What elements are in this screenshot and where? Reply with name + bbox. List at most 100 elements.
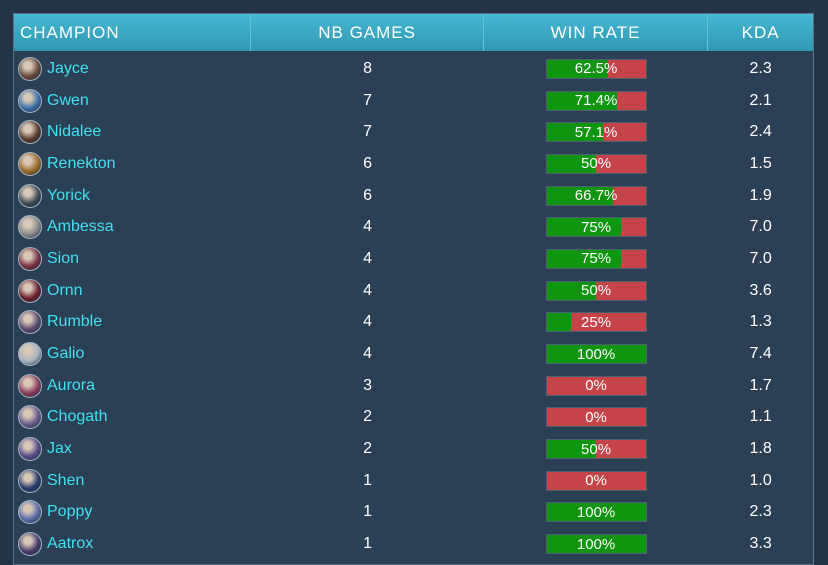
- table-row: Aurora 3 0% 1.7: [14, 370, 813, 402]
- winrate-label: 0%: [585, 377, 607, 395]
- kda-value: 7.4: [749, 345, 772, 363]
- games-count: 1: [363, 471, 373, 489]
- winrate-bar: 25%: [545, 312, 647, 333]
- table-row: Sion 4 75% 7.0: [14, 243, 813, 275]
- winrate-bar: 62.5%: [545, 58, 647, 79]
- kda-column-header[interactable]: KDA: [741, 22, 780, 42]
- winrate-column-header[interactable]: WIN RATE: [484, 14, 709, 51]
- kda-value: 3.3: [749, 535, 772, 553]
- winrate-fill: [546, 249, 621, 268]
- champion-name[interactable]: Yorick: [47, 186, 90, 204]
- winrate-bar: 0%: [545, 375, 647, 396]
- winrate-fill: [546, 123, 604, 142]
- champion-name[interactable]: Ornn: [47, 281, 83, 299]
- games-count: 4: [363, 249, 373, 267]
- winrate-fill: [546, 218, 621, 237]
- table-row: Ornn 4 50% 3.6: [14, 275, 813, 307]
- winrate-label: 62.5%: [574, 60, 618, 78]
- champion-name[interactable]: Aurora: [47, 376, 96, 394]
- gwen-portrait-icon: [18, 88, 42, 113]
- table-row: Yorick 6 66.7% 1.9: [14, 180, 813, 212]
- winrate-cell: 0%: [484, 402, 708, 434]
- champion-cell: Gwen: [14, 85, 251, 117]
- winrate-label: 57.1%: [574, 123, 618, 141]
- champion-cell: Sion: [14, 243, 251, 275]
- table-row: Jax 2 50% 1.8: [14, 433, 813, 465]
- rumble-portrait-icon: [18, 310, 42, 335]
- champion-name[interactable]: Galio: [47, 345, 85, 363]
- ambessa-portrait-icon: [18, 215, 42, 240]
- champion-cell: Aatrox: [14, 528, 251, 560]
- games-count: 4: [363, 281, 373, 299]
- champion-name[interactable]: Sion: [47, 249, 80, 267]
- games-count: 2: [363, 440, 373, 458]
- winrate-cell: 71.4%: [484, 85, 708, 117]
- games-count: 4: [363, 345, 373, 363]
- winrate-cell: 100%: [484, 497, 708, 529]
- winrate-cell: 62.5%: [484, 53, 708, 85]
- galio-portrait-icon: [18, 342, 42, 367]
- winrate-cell: 100%: [484, 338, 708, 370]
- table-body: Jayce 8 62.5% 2.3 Gwen 7 71.4% 2.1 Nidalee 7 57.1%…: [14, 51, 813, 564]
- winrate-cell: 75%: [484, 243, 708, 275]
- champion-cell: Jax: [14, 433, 251, 465]
- kda-value: 1.7: [749, 376, 772, 394]
- champion-name[interactable]: Jax: [47, 440, 72, 458]
- games-count: 7: [363, 91, 373, 109]
- kda-value: 1.0: [749, 471, 772, 489]
- champion-name[interactable]: Chogath: [47, 408, 108, 426]
- winrate-label: 71.4%: [574, 92, 618, 110]
- champion-name[interactable]: Renekton: [47, 154, 116, 172]
- winrate-label: 66.7%: [574, 187, 618, 205]
- table-header: CHAMPION NB GAMES WIN RATE KDA: [14, 14, 813, 51]
- winrate-label: 100%: [576, 503, 616, 521]
- winrate-bar: 71.4%: [545, 90, 647, 111]
- champion-name[interactable]: Nidalee: [47, 123, 102, 141]
- games-count: 2: [363, 408, 373, 426]
- champion-name[interactable]: Aatrox: [47, 535, 94, 553]
- winrate-bar: 50%: [545, 439, 647, 460]
- champion-name[interactable]: Jayce: [47, 59, 89, 77]
- winrate-bar: 0%: [545, 470, 647, 491]
- champion-cell: Renekton: [14, 148, 251, 180]
- champion-cell: Yorick: [14, 180, 251, 212]
- games-count: 7: [363, 123, 373, 141]
- renekton-portrait-icon: [18, 151, 42, 176]
- champion-name[interactable]: Shen: [47, 471, 85, 489]
- kda-value: 2.4: [749, 123, 772, 141]
- shen-portrait-icon: [18, 468, 42, 493]
- winrate-label: 50%: [581, 155, 612, 173]
- winrate-cell: 100%: [484, 528, 708, 560]
- winrate-bar: 100%: [545, 502, 647, 523]
- winrate-fill: [546, 535, 646, 554]
- champion-name[interactable]: Poppy: [47, 503, 93, 521]
- table-row: Shen 1 0% 1.0: [14, 465, 813, 497]
- winrate-cell: 0%: [484, 370, 708, 402]
- champion-name[interactable]: Rumble: [47, 313, 103, 331]
- games-column-header[interactable]: NB GAMES: [251, 14, 484, 51]
- winrate-label: 50%: [581, 282, 612, 300]
- champion-name[interactable]: Gwen: [47, 91, 89, 109]
- winrate-cell: 57.1%: [484, 116, 708, 148]
- winrate-fill: [546, 281, 597, 300]
- table-row: Chogath 2 0% 1.1: [14, 402, 813, 434]
- champion-cell: Shen: [14, 465, 251, 497]
- champion-column-header[interactable]: CHAMPION: [14, 14, 252, 51]
- champion-cell: Galio: [14, 338, 251, 370]
- winrate-label: 75%: [581, 250, 612, 268]
- table-row: Rumble 4 25% 1.3: [14, 307, 813, 339]
- jax-portrait-icon: [18, 437, 42, 462]
- table-row: Aatrox 1 100% 3.3: [14, 528, 813, 560]
- champion-name[interactable]: Ambessa: [47, 218, 114, 236]
- kda-value: 2.1: [749, 91, 772, 109]
- table-row: Galio 4 100% 7.4: [14, 338, 813, 370]
- kda-value: 1.1: [749, 408, 772, 426]
- champion-cell: Rumble: [14, 307, 251, 339]
- winrate-label: 0%: [585, 472, 607, 490]
- winrate-cell: 50%: [484, 433, 708, 465]
- winrate-fill: [546, 91, 618, 110]
- champion-cell: Aurora: [14, 370, 251, 402]
- winrate-cell: 50%: [484, 148, 708, 180]
- games-count: 1: [363, 535, 373, 553]
- winrate-bar: 100%: [545, 344, 647, 365]
